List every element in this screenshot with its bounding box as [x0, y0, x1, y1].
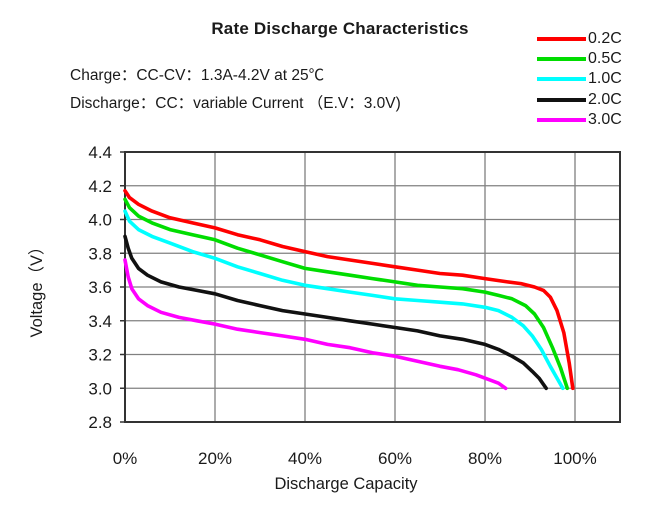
legend-item-3.0C: 3.0C: [537, 110, 622, 130]
series-curve-0.5C: [123, 197, 570, 391]
legend-label: 0.2C: [588, 30, 622, 48]
legend-line-icon: [537, 37, 586, 42]
y-tick-label: 3.6: [88, 278, 112, 297]
y-tick-label: 3.4: [88, 312, 112, 331]
x-tick-label: 0%: [113, 449, 138, 468]
x-tick-label: 100%: [553, 449, 596, 468]
legend-item-2.0C: 2.0C: [537, 90, 622, 110]
y-tick-label: 3.0: [88, 379, 112, 398]
legend-item-0.5C: 0.5C: [537, 49, 622, 69]
x-tick-label: 80%: [468, 449, 502, 468]
y-tick-label: 2.8: [88, 413, 112, 432]
x-tick-label: 20%: [198, 449, 232, 468]
series-curve-0.2C: [123, 189, 575, 391]
y-axis-title: Voltage（V）: [27, 238, 46, 337]
y-tick-label: 3.8: [88, 244, 112, 263]
legend-line-icon: [537, 117, 586, 122]
legend-item-0.2C: 0.2C: [537, 29, 622, 49]
y-tick-label: 4.4: [88, 143, 112, 162]
legend-label: 3.0C: [588, 110, 622, 128]
series-curve-1.0C: [123, 209, 565, 391]
series-curve-3.0C: [123, 258, 508, 391]
legend-line-icon: [537, 97, 586, 102]
x-tick-label: 40%: [288, 449, 322, 468]
x-tick-label: 60%: [378, 449, 412, 468]
charge-condition-text: Charge：CC-CV：1.3A-4.2V at 25℃: [70, 67, 325, 84]
legend-label: 0.5C: [588, 50, 622, 68]
discharge-condition-text: Discharge：CC：variable Current （E.V：3.0V): [70, 95, 401, 112]
series-curve-2.0C: [123, 234, 549, 391]
y-tick-label: 3.2: [88, 346, 112, 365]
plot-border: [124, 151, 621, 423]
legend-line-icon: [537, 57, 586, 62]
legend-line-icon: [537, 77, 586, 82]
legend-label: 1.0C: [588, 70, 622, 88]
legend-item-1.0C: 1.0C: [537, 69, 622, 89]
x-axis-title: Discharge Capacity: [274, 475, 418, 493]
y-tick-label: 4.0: [88, 211, 112, 230]
legend: 0.2C 0.5C 1.0C 2.0C 3.0C: [537, 29, 622, 130]
y-tick-label: 4.2: [88, 177, 112, 196]
chart-title: Rate Discharge Characteristics: [211, 19, 469, 38]
legend-label: 2.0C: [588, 90, 622, 108]
